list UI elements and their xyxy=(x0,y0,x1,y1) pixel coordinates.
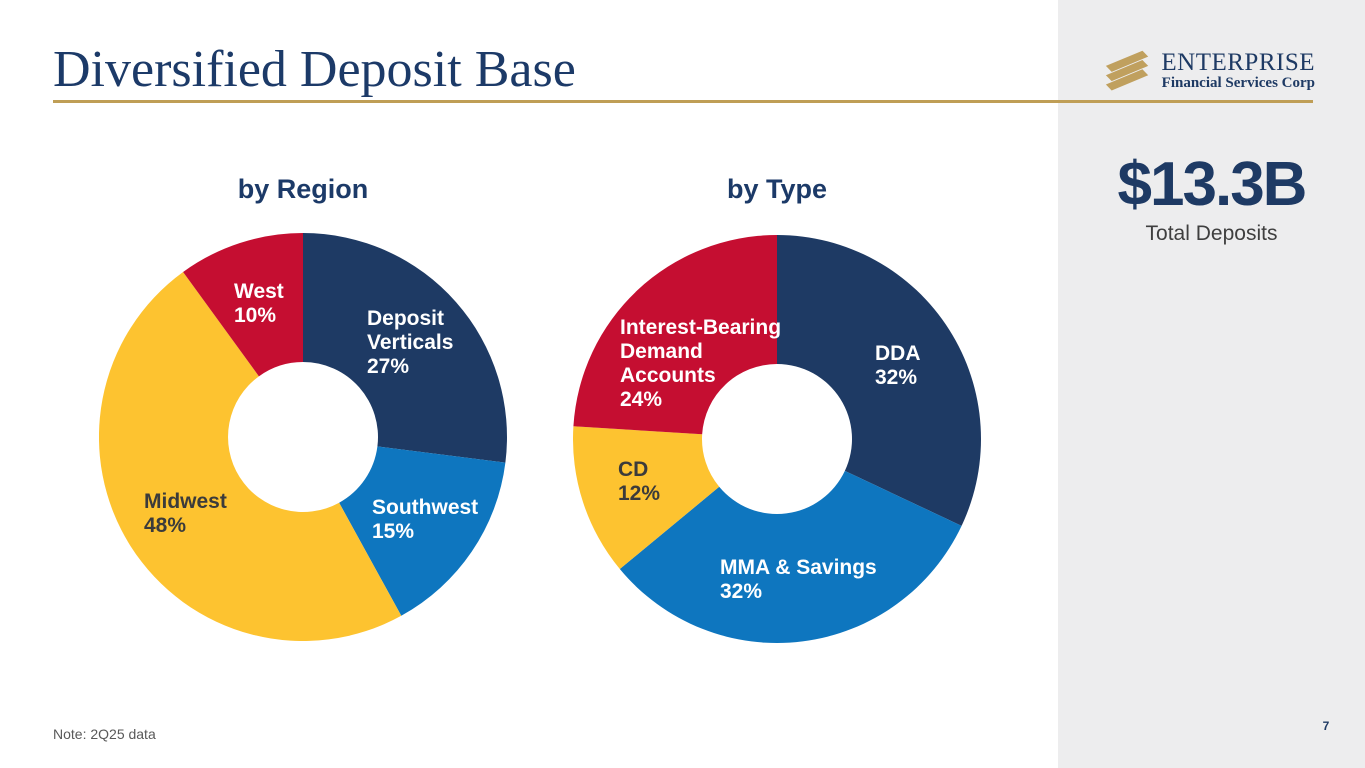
logo-text: ENTERPRISE Financial Services Corp xyxy=(1159,49,1315,91)
page-title: Diversified Deposit Base xyxy=(53,41,576,98)
slice-label-midwest: Midwest 48% xyxy=(144,490,227,537)
total-deposits-stat: $13.3B Total Deposits xyxy=(1058,152,1365,246)
logo-stripes-icon xyxy=(1105,50,1149,91)
total-deposits-label: Total Deposits xyxy=(1145,222,1278,245)
slice-label-west: West 10% xyxy=(234,280,284,327)
company-logo: ENTERPRISE Financial Services Corp xyxy=(1103,48,1315,94)
slice-label-southwest: Southwest 15% xyxy=(372,496,479,543)
logo-subtitle: Financial Services Corp xyxy=(1161,75,1315,91)
slice-label-deposit-verticals: Deposit Verticals 27% xyxy=(367,307,454,378)
slice-label-mma-savings: MMA & Savings 32% xyxy=(720,556,877,603)
donut-slice-southwest xyxy=(339,446,506,616)
page-number: 7 xyxy=(1322,719,1330,733)
title-underline xyxy=(53,100,1313,103)
chart-title-by-type: by Type xyxy=(726,174,828,204)
logo-company-name: ENTERPRISE xyxy=(1161,49,1315,76)
donut-slice-midwest xyxy=(99,271,402,641)
slice-label-dda: DDA 32% xyxy=(875,342,921,389)
donut-slice-west xyxy=(183,233,303,377)
chart-title-by-region: by Region xyxy=(237,174,369,204)
donut-chart-by-type xyxy=(573,235,981,643)
slice-label-cd: CD 12% xyxy=(618,458,661,505)
donut-slice-dda xyxy=(777,235,981,526)
slice-label-interest-bearing: Interest-Bearing Demand Accounts 24% xyxy=(620,316,782,411)
donut-slice-mma-savings xyxy=(619,470,962,643)
footnote: Note: 2Q25 data xyxy=(53,726,156,742)
side-panel xyxy=(1058,0,1365,768)
donut-slice-deposit-verticals xyxy=(303,233,507,463)
donut-slice-cd xyxy=(573,426,720,570)
total-deposits-value: $13.3B xyxy=(1117,150,1308,219)
donut-chart-by-region xyxy=(99,233,507,641)
donut-slice-interest-bearing-demand-accounts xyxy=(573,235,777,435)
